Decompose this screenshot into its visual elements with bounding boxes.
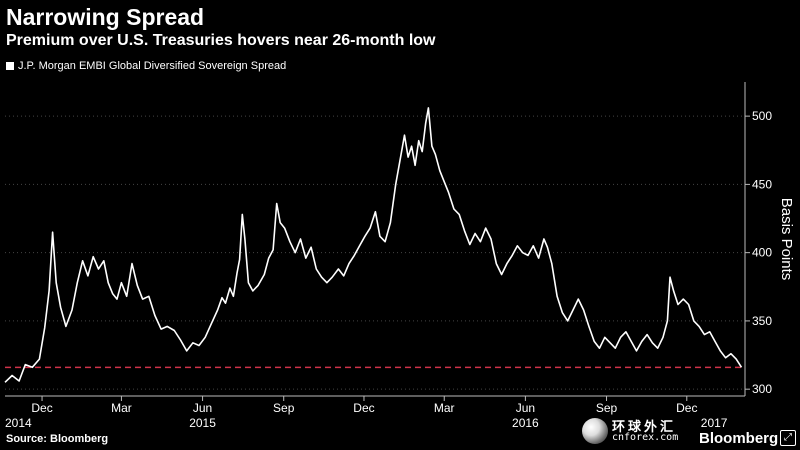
x-tick-label-8: Dec: [676, 401, 697, 415]
watermark-url: cnforex.com: [612, 431, 679, 443]
x-tick-label-1: Mar: [111, 401, 132, 415]
x-tick-label-2: Jun: [193, 401, 212, 415]
y-tick-label-350: 350: [752, 314, 772, 328]
watermark: 环球外汇 cnforex.com: [582, 418, 678, 444]
globe-logo-icon: [582, 418, 608, 444]
legend-label: J.P. Morgan EMBI Global Diversified Sove…: [18, 60, 287, 72]
x-tick-label-5: Mar: [434, 401, 455, 415]
x-year-label-2016: 2016: [512, 416, 539, 430]
x-tick-label-3: Sep: [273, 401, 295, 415]
chart-title: Narrowing Spread: [6, 4, 205, 30]
chart-subtitle: Premium over U.S. Treasuries hovers near…: [6, 32, 436, 49]
bloomberg-logo: Bloomberg: [699, 430, 779, 447]
x-tick-label-7: Sep: [596, 401, 618, 415]
y-axis-title: Basis Points: [778, 198, 795, 281]
x-tick-label-0: Dec: [31, 401, 52, 415]
x-tick-label-6: Jun: [516, 401, 535, 415]
y-tick-label-500: 500: [752, 109, 772, 123]
x-year-label-2017: 2017: [701, 416, 728, 430]
y-tick-label-400: 400: [752, 246, 772, 260]
legend-swatch-icon: [6, 62, 14, 70]
x-tick-label-4: Dec: [353, 401, 374, 415]
y-tick-label-450: 450: [752, 177, 772, 191]
source-note: Source: Bloomberg: [6, 433, 109, 445]
x-year-label-2015: 2015: [189, 416, 216, 430]
x-year-label-2014: 2014: [5, 416, 32, 430]
y-tick-label-300: 300: [752, 382, 772, 396]
chart-legend: J.P. Morgan EMBI Global Diversified Sove…: [6, 60, 286, 72]
series-line-0: [4, 107, 743, 383]
expand-icon[interactable]: ⤢: [780, 430, 796, 446]
watermark-cn: 环球外汇: [612, 418, 677, 434]
